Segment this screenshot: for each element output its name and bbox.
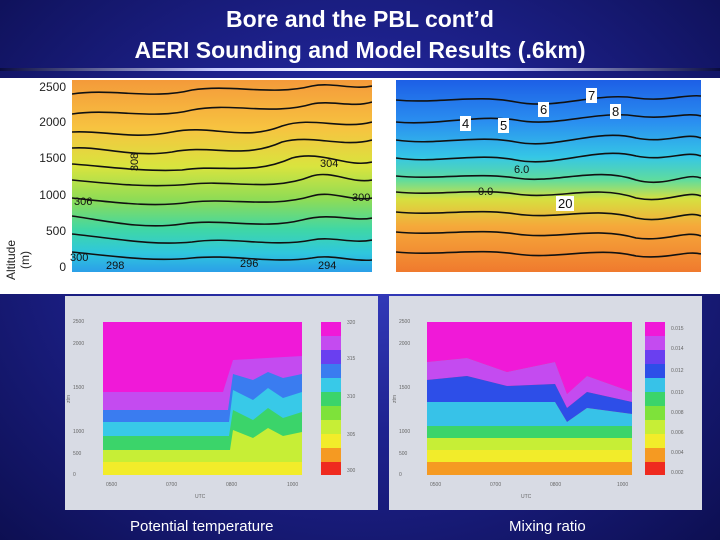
- theta-contour-field: [72, 80, 372, 272]
- ytick: 1000: [39, 188, 66, 202]
- title-line-1: Bore and the PBL cont’d: [226, 6, 494, 32]
- xtick: 1000: [617, 482, 629, 488]
- contour-label: 7: [586, 88, 598, 103]
- contour-label: 20: [556, 196, 575, 211]
- xtick: 04: [68, 278, 84, 293]
- xtick: 10: [246, 278, 262, 293]
- xtick: 14: [365, 278, 381, 293]
- colorbar-tick: 320: [347, 320, 356, 326]
- xtick: 0500: [430, 482, 442, 488]
- model-theta-panel: 2500 2000 1500 1000 500 0 ztm 0500 0700 …: [65, 296, 378, 510]
- ytick: 0: [59, 260, 66, 274]
- y-axis-label: ztm: [66, 394, 73, 404]
- ytick: 500: [399, 451, 408, 457]
- colorbar-tick: 305: [347, 432, 356, 438]
- colorbar-tick: 310: [347, 394, 356, 400]
- contour-label: 4: [460, 116, 472, 131]
- xtick: 0800: [550, 482, 562, 488]
- colorbar-tick: 0.010: [671, 390, 684, 396]
- contour-label: 294: [318, 260, 337, 272]
- contour-label: 296: [240, 258, 259, 270]
- colorbar-tick: 0.008: [671, 410, 684, 416]
- x-axis-label: UTC: [521, 494, 532, 500]
- xtick: 0800: [226, 482, 238, 488]
- ytick: 1000: [399, 429, 411, 435]
- contour-label: 306: [74, 196, 93, 208]
- xtick: 1000: [287, 482, 299, 488]
- x-axis-label: UTC: [195, 494, 206, 500]
- xtick: 0700: [490, 482, 502, 488]
- model-mixing-ratio-panel: 2500 2000 1500 1000 500 0 ztm 0500 0700 …: [389, 296, 702, 510]
- ytick: 1500: [73, 385, 85, 391]
- contour-label: 298: [106, 260, 125, 272]
- colorbar-tick: 0.012: [671, 368, 684, 374]
- xtick: 08: [185, 278, 201, 293]
- xtick: 06: [125, 278, 141, 293]
- contour-label: 300: [70, 252, 89, 264]
- caption-potential-temperature: Potential temperature: [130, 518, 274, 535]
- ytick: 0: [73, 472, 76, 478]
- xtick: 10: [572, 278, 588, 293]
- contour-label: 308: [129, 152, 142, 172]
- xtick: 06: [448, 278, 464, 293]
- ytick: 1500: [39, 151, 66, 165]
- xtick: 12: [636, 278, 652, 293]
- colorbar-tick: 315: [347, 356, 356, 362]
- caption-mixing-ratio: Mixing ratio: [509, 518, 586, 535]
- y-axis-label: ztm: [392, 394, 399, 404]
- ytick: 500: [45, 224, 66, 238]
- ytick: 1500: [399, 385, 411, 391]
- ytick: 0: [399, 472, 402, 478]
- colorbar-tick: 0.004: [671, 450, 684, 456]
- ytick: 2500: [399, 319, 411, 325]
- ytick: 2500: [73, 319, 85, 325]
- contour-label: 8: [610, 104, 622, 119]
- ytick: 2000: [399, 341, 411, 347]
- contour-label: 5: [498, 118, 510, 133]
- contour-label: 300: [352, 192, 371, 204]
- theta-model-field: [103, 322, 302, 475]
- ytick: 2500: [39, 80, 66, 94]
- xtick: 08: [511, 278, 527, 293]
- ytick: 2000: [73, 341, 85, 347]
- ytick: 500: [73, 451, 82, 457]
- contour-label: 304: [320, 158, 339, 170]
- ytick: 1000: [73, 429, 85, 435]
- theta-colorbar: [321, 322, 341, 475]
- xtick: 12: [309, 278, 325, 293]
- mixing-ratio-colorbar: [645, 322, 665, 475]
- xtick: 04: [393, 278, 409, 293]
- slide-title: Bore and the PBL cont’d AERI Sounding an…: [0, 4, 720, 66]
- contour-label: 6: [538, 102, 550, 117]
- colorbar-tick: 0.014: [671, 346, 684, 352]
- colorbar-tick: 300: [347, 468, 356, 474]
- colorbar-tick: 0.002: [671, 470, 684, 476]
- colorbar-tick: 0.006: [671, 430, 684, 436]
- ytick: 2000: [39, 115, 66, 129]
- contour-label: 0.0: [478, 186, 494, 198]
- title-line-2: AERI Sounding and Model Results (.6km): [134, 37, 586, 63]
- altitude-axis-label: Altitude (m): [4, 239, 32, 281]
- xtick: 14: [693, 278, 709, 293]
- aeri-mixing-ratio-contour-plot: 7 4 5 6 8 20 6.0 0.0: [390, 78, 720, 294]
- mixing-ratio-model-field: [427, 322, 632, 475]
- title-divider: [0, 68, 720, 71]
- xtick: 0500: [106, 482, 118, 488]
- contour-label: 6.0: [514, 164, 530, 176]
- aeri-theta-contour-plot: Altitude (m) 2500 2000 1500 1000 500 0: [0, 78, 390, 294]
- colorbar-tick: 0.015: [671, 326, 684, 332]
- xtick: 0700: [166, 482, 178, 488]
